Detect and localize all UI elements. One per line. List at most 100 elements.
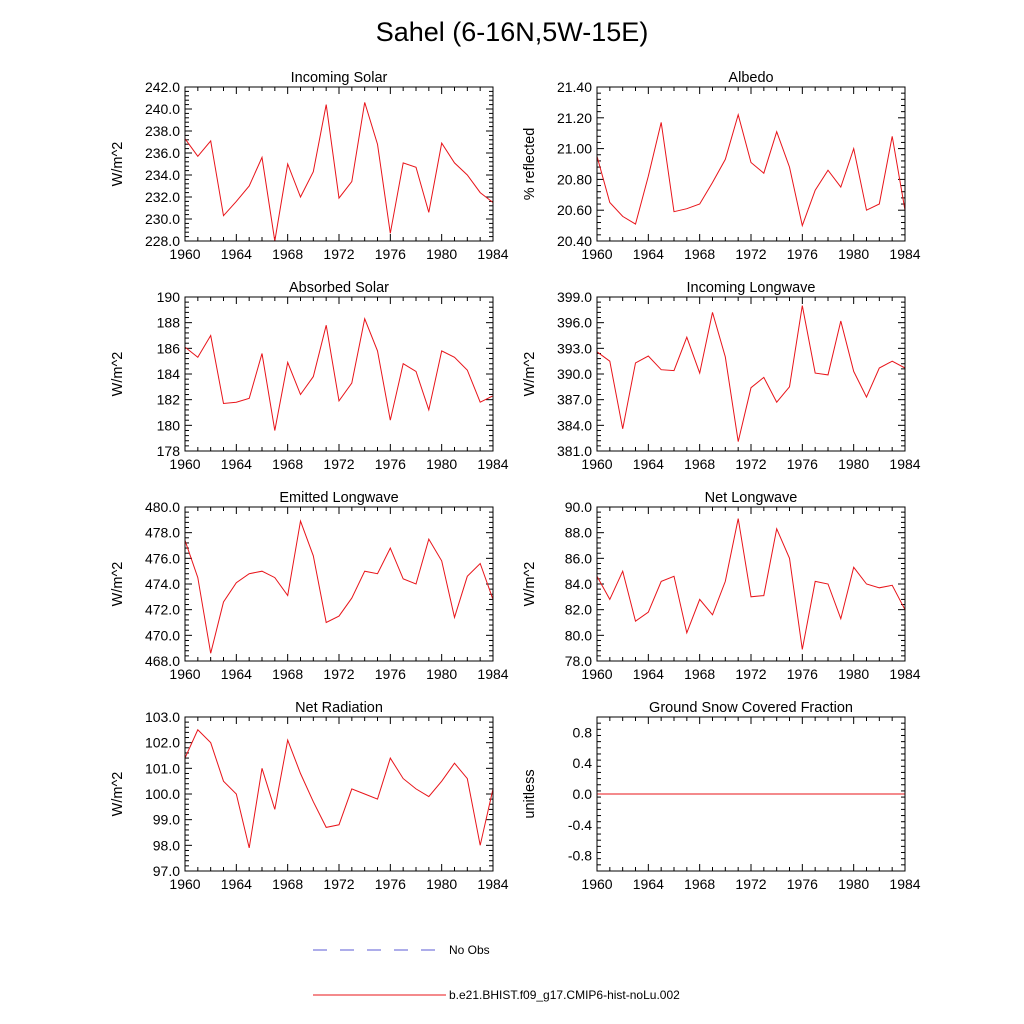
plot-frame [184, 296, 494, 452]
y-axis-label: W/m^2 [110, 352, 126, 397]
y-tick-label: 240.0 [145, 101, 180, 117]
y-tick-label: 188 [157, 315, 181, 331]
panel-1: Incoming Solar W/m^2 1960 1964 1968 1972 1976 1… [110, 70, 509, 262]
y-tick-label: 20.80 [557, 171, 592, 187]
y-tick-label: -0.4 [568, 817, 592, 833]
panel-4: Incoming Longwave W/m^2 1960 1964 1968 1972 19… [522, 280, 921, 472]
x-tick-label: 1976 [787, 246, 818, 262]
x-tick-label: 1976 [375, 246, 406, 262]
y-tick-label: 101.0 [145, 760, 180, 776]
x-tick-label: 1980 [426, 456, 457, 472]
x-tick-label: 1976 [375, 456, 406, 472]
legend: No Obs b.e21.BHIST.f09_g17.CMIP6-hist-no… [313, 943, 680, 1002]
x-tick-label: 1968 [684, 456, 715, 472]
x-tick-label: 1972 [735, 246, 766, 262]
plot-frame [596, 716, 906, 872]
panel-title: Net Longwave [705, 490, 798, 506]
x-tick-label: 1984 [477, 666, 508, 682]
x-tick-label: 1980 [838, 246, 869, 262]
x-tick-label: 1964 [221, 876, 252, 892]
plot-frame [596, 506, 906, 662]
panel-title: Incoming Longwave [687, 280, 816, 296]
y-axis-label: W/m^2 [522, 352, 538, 397]
y-tick-label: 180 [157, 417, 181, 433]
y-tick-label: 0.0 [573, 786, 593, 802]
panel-title: Albedo [728, 70, 773, 86]
x-tick-label: 1980 [426, 876, 457, 892]
y-tick-label: 97.0 [153, 863, 180, 879]
panel-title: Incoming Solar [291, 70, 388, 86]
x-tick-label: 1980 [838, 666, 869, 682]
x-tick-label: 1980 [838, 876, 869, 892]
x-tick-label: 1968 [272, 876, 303, 892]
plot-frame [596, 296, 906, 452]
legend-entry-model: b.e21.BHIST.f09_g17.CMIP6-hist-noLu.002 [313, 988, 680, 1002]
panel-6: Net Longwave W/m^2 1960 1964 1968 1972 1976 198… [522, 490, 921, 682]
x-tick-label: 1972 [323, 666, 354, 682]
y-tick-label: 384.0 [557, 417, 592, 433]
x-tick-label: 1964 [221, 666, 252, 682]
series-line [596, 112, 906, 228]
y-tick-label: 238.0 [145, 123, 180, 139]
y-tick-label: 468.0 [145, 653, 180, 669]
x-tick-label: 1960 [581, 456, 612, 472]
x-tick-label: 1972 [735, 456, 766, 472]
y-tick-label: 234.0 [145, 167, 180, 183]
y-tick-label: 476.0 [145, 550, 180, 566]
series-line [596, 305, 906, 442]
y-axis-label: W/m^2 [110, 562, 126, 607]
x-tick-label: 1972 [323, 246, 354, 262]
y-tick-label: 478.0 [145, 525, 180, 541]
y-tick-label: 20.40 [557, 233, 592, 249]
series-line [184, 728, 494, 849]
x-tick-label: 1976 [375, 876, 406, 892]
y-tick-label: 242.0 [145, 79, 180, 95]
x-tick-label: 1976 [375, 666, 406, 682]
x-tick-label: 1960 [169, 666, 200, 682]
panel-title: Absorbed Solar [289, 280, 389, 296]
y-tick-label: 78.0 [565, 653, 592, 669]
y-tick-label: 390.0 [557, 366, 592, 382]
y-tick-label: 0.8 [573, 724, 593, 740]
x-tick-label: 1964 [221, 246, 252, 262]
y-tick-label: 82.0 [565, 602, 592, 618]
y-tick-label: 399.0 [557, 289, 592, 305]
y-tick-label: 21.20 [557, 110, 592, 126]
x-tick-label: 1976 [787, 876, 818, 892]
x-tick-label: 1976 [787, 666, 818, 682]
x-tick-label: 1972 [323, 456, 354, 472]
y-tick-label: 103.0 [145, 709, 180, 725]
x-tick-label: 1960 [581, 246, 612, 262]
x-tick-label: 1968 [684, 246, 715, 262]
panels: Incoming Solar W/m^2 1960 1964 1968 1972 1976 1… [110, 70, 921, 892]
plot-frame [596, 86, 906, 242]
plot-frame [184, 506, 494, 662]
x-tick-label: 1980 [838, 456, 869, 472]
y-tick-label: 393.0 [557, 340, 592, 356]
x-tick-label: 1964 [633, 666, 664, 682]
x-tick-label: 1972 [735, 876, 766, 892]
panel-8: Ground Snow Covered Fraction unitless 1960… [522, 700, 921, 892]
y-tick-label: 100.0 [145, 786, 180, 802]
y-axis-label: % reflected [522, 128, 538, 201]
x-tick-label: 1968 [272, 456, 303, 472]
x-tick-label: 1984 [477, 876, 508, 892]
panel-2: Albedo % reflected 1960 1964 1968 1972 1976 198… [522, 70, 921, 262]
plot-frame [184, 86, 494, 242]
legend-entry-no-obs: No Obs [313, 943, 490, 957]
y-axis-label: unitless [522, 769, 538, 818]
y-tick-label: 228.0 [145, 233, 180, 249]
x-tick-label: 1964 [633, 876, 664, 892]
y-tick-label: 102.0 [145, 735, 180, 751]
series-line [184, 519, 494, 654]
series-line [184, 102, 494, 242]
y-tick-label: 86.0 [565, 550, 592, 566]
x-tick-label: 1984 [477, 456, 508, 472]
x-tick-label: 1960 [581, 876, 612, 892]
y-tick-label: 186 [157, 340, 181, 356]
y-tick-label: 184 [157, 366, 181, 382]
plot-frame [184, 716, 494, 872]
x-tick-label: 1980 [426, 666, 457, 682]
x-tick-label: 1964 [633, 246, 664, 262]
y-tick-label: 236.0 [145, 145, 180, 161]
